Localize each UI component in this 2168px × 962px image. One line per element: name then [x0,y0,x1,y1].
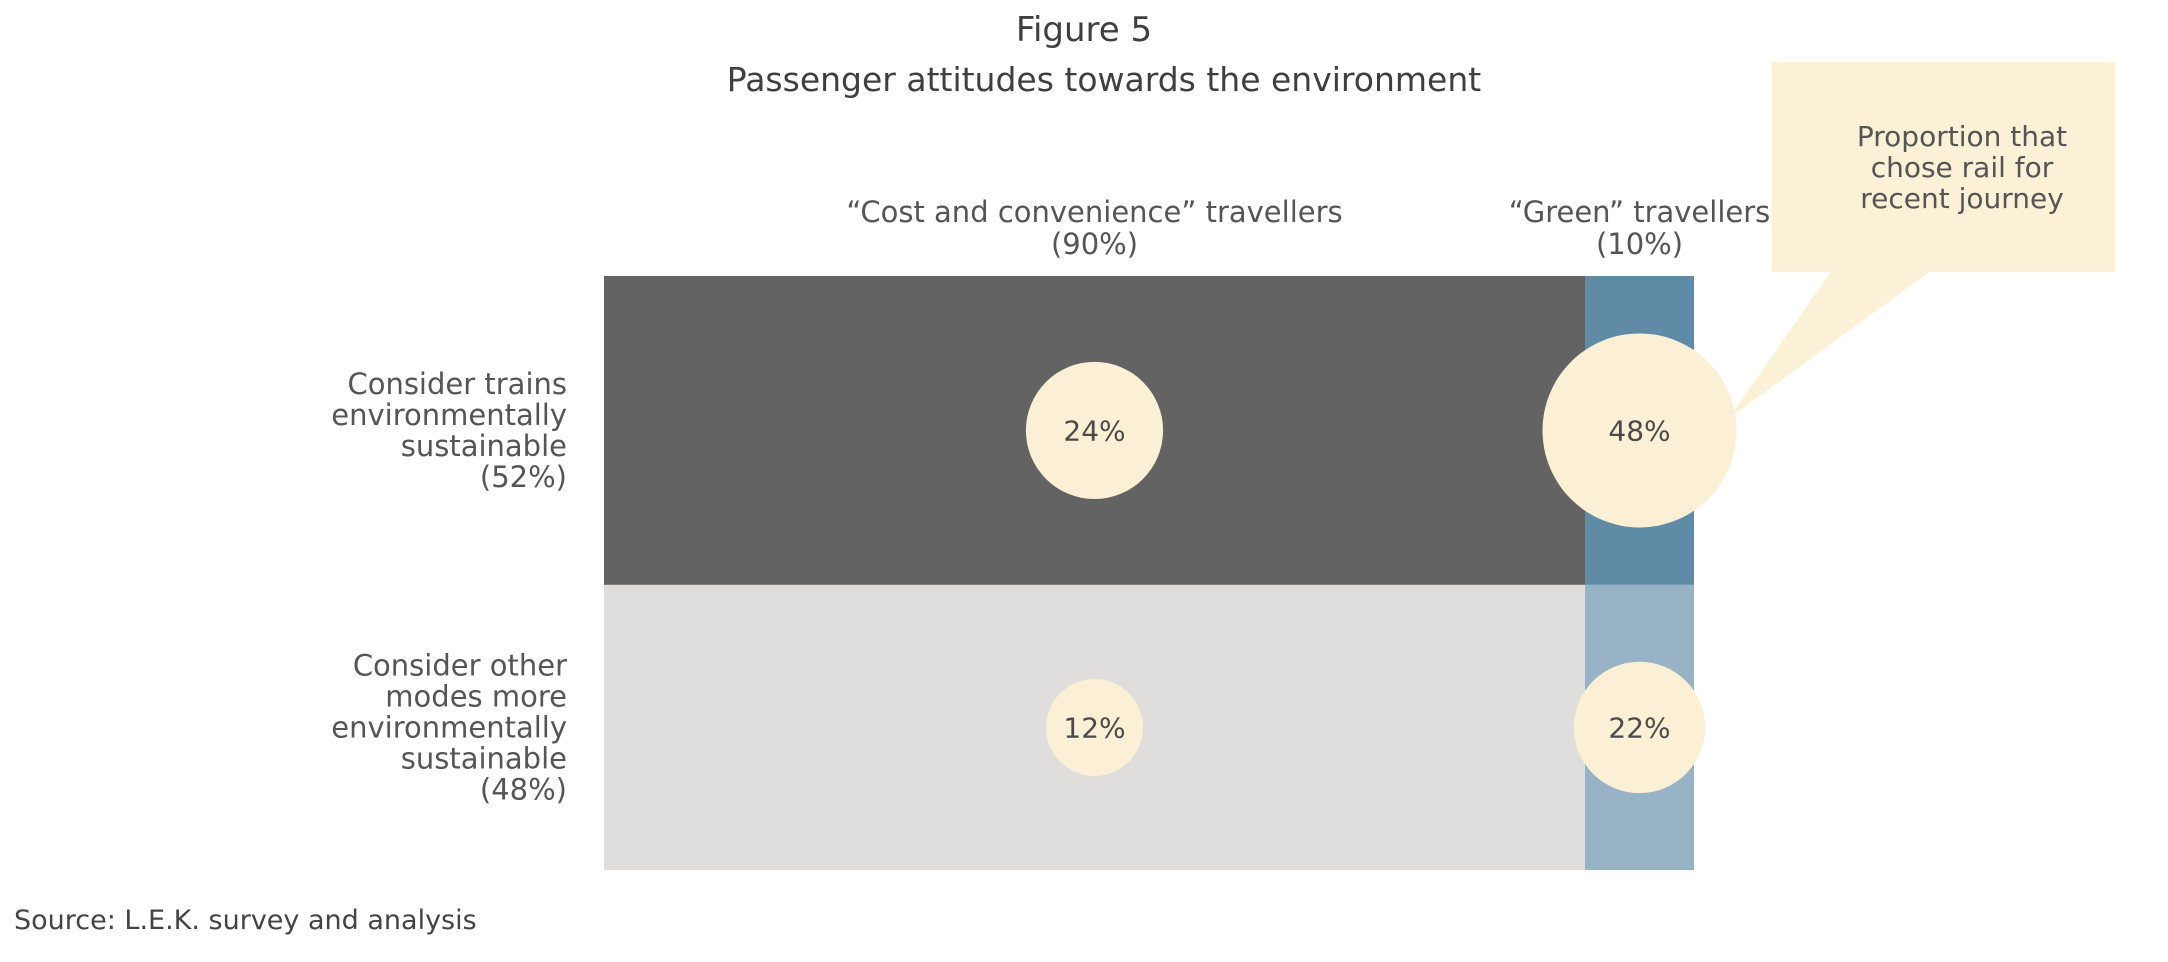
row-label-sustainable: Consider trains environmentally sustainabl… [331,367,567,494]
bubble-label-other-green: 22% [1608,711,1670,744]
figure-label: Figure 5 [1015,10,1153,50]
column-header-green: “Green” travellers (10%) [1509,195,1771,261]
bubble-label-sustainable-cost: 24% [1063,414,1125,447]
callout-box [1772,62,2115,272]
bubble-sustainable-green [1542,333,1737,528]
chart-title: Passenger attitudes towards the environm… [726,60,1482,99]
bubble-sustainable-cost [1025,361,1164,500]
callout-text: Proportion that chose rail for recent jour… [1857,120,2067,215]
bubble-other-cost [1046,678,1143,776]
bubble-other-green [1573,661,1706,794]
bubble-label-other-cost: 12% [1063,711,1125,744]
source-note: Source: L.E.K. survey and analysis [14,905,477,936]
column-header-cost: “Cost and convenience” travellers (90%) [846,195,1342,261]
bubble-label-sustainable-green: 48% [1608,414,1670,447]
row-label-other: Consider other modes more environmentally s… [331,648,567,806]
callout-pointer [1728,270,1932,419]
